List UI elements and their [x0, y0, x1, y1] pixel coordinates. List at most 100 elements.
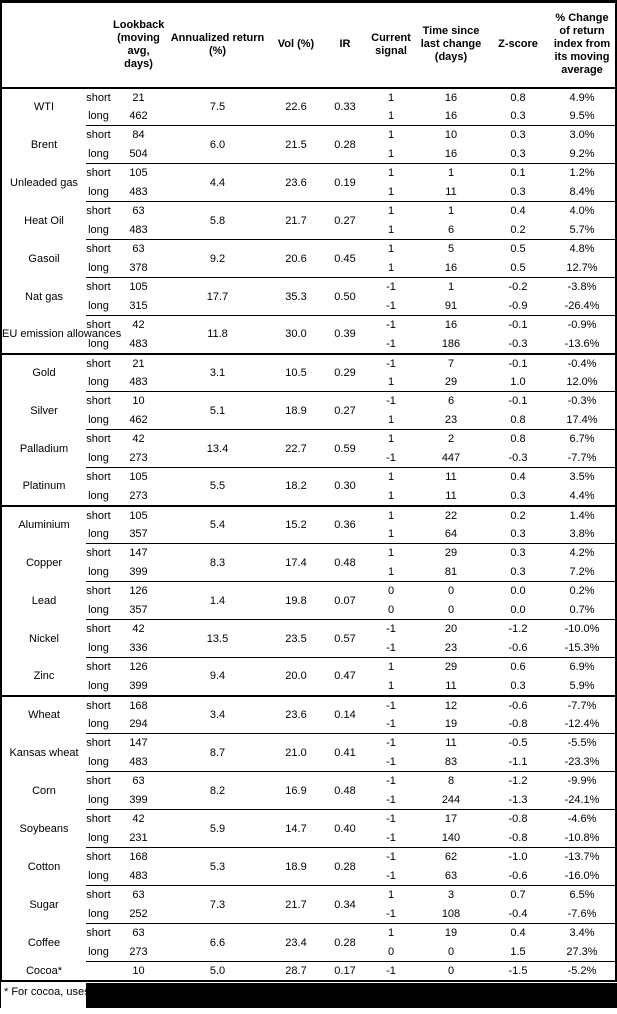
pct-change-value: 3.4%: [549, 923, 616, 943]
pct-change-value: 5.9%: [569, 679, 595, 692]
pct-change-value: 6.9%: [549, 657, 616, 677]
annualized-return-value: 5.4: [166, 504, 269, 544]
column-header-pct_change: % Change of return index from its moving…: [549, 1, 616, 89]
leg-label: long: [88, 527, 109, 540]
leg-label: short: [86, 277, 111, 297]
annualized-return-value: 13.5: [166, 619, 269, 658]
lookback-value: 126: [111, 581, 166, 601]
table-row: Nickel short 42 13.5 23.5 0.57 -1 20 -1.2 -10.0%: [1, 619, 616, 658]
time-since-change-value: 12: [415, 694, 487, 715]
annualized-return-value: 3.1: [166, 352, 269, 392]
signal-value: 1: [367, 504, 415, 525]
leg-label: long: [88, 375, 109, 388]
ir-value: 0.28: [323, 923, 367, 962]
ir-value: 0.30: [323, 467, 367, 506]
pct-change-value: -5.2%: [549, 961, 616, 981]
column-header-current_signal: Current signal: [367, 1, 415, 89]
pct-change-value: -13.7%: [549, 847, 616, 867]
pct-change-value: 4.9%: [569, 91, 595, 104]
leg-label: short: [86, 391, 111, 411]
zscore-value: -1.2: [487, 619, 549, 639]
zscore-value: -0.5: [487, 733, 549, 753]
time-since-change-value: 0: [415, 581, 487, 601]
commodity-name: Unleaded gas: [10, 176, 78, 189]
table-row: long 483 1 6 0.2 5.7%: [1, 221, 616, 240]
table-row: long 483 1 29 1.0 12.0%: [1, 373, 616, 392]
table-row: long 462 1 23 0.8 17.4%: [1, 411, 616, 430]
pct-change-value: -4.6%: [549, 809, 616, 829]
vol-value: 23.5: [269, 619, 323, 658]
leg-label: short: [86, 429, 111, 449]
leg-label: short: [86, 543, 111, 563]
table-row: long 231 -1 140 -0.8 -10.8%: [1, 829, 616, 848]
signal-value: 1: [367, 885, 415, 905]
pct-change-value: -0.3%: [549, 391, 616, 411]
vol-value: 22.7: [269, 429, 323, 468]
vol-value: 18.9: [269, 847, 323, 886]
zscore-value: 0.4: [487, 201, 549, 221]
signal-value: 1: [387, 527, 395, 540]
signal-value: 1: [367, 239, 415, 259]
pct-change-value: -12.4%: [564, 717, 600, 730]
vol-value: 23.6: [269, 694, 323, 734]
lookback-value: 42: [111, 429, 166, 449]
pct-change-value: 3.5%: [549, 467, 616, 487]
zscore-value: 0.4: [487, 467, 549, 487]
time-since-change-value: 7: [415, 352, 487, 373]
leg-label: short: [86, 619, 111, 639]
table-row: Sugar short 63 7.3 21.7 0.34 1 3 0.7 6.5%: [1, 885, 616, 924]
leg-label: long: [88, 793, 109, 806]
table-row: long 357 0 0 0.0 0.7%: [1, 601, 616, 620]
leg-label: short: [86, 239, 111, 259]
signal-value: -1: [386, 831, 396, 844]
lookback-value: 63: [111, 923, 166, 943]
lookback-value: 10: [111, 961, 166, 981]
lookback-value: 21: [111, 352, 166, 373]
pct-change-value: 0.7%: [569, 603, 595, 616]
table-row: long 357 1 64 0.3 3.8%: [1, 525, 616, 544]
column-header-annualized_return: Annualized return (%): [166, 1, 269, 89]
leg-label: long: [88, 565, 109, 578]
lookback-value: 399: [129, 793, 148, 806]
signal-value: -1: [367, 619, 415, 639]
table-row: Zinc short 126 9.4 20.0 0.47 1 29 0.6 6.9%: [1, 657, 616, 696]
commodity-name: Gold: [1, 352, 86, 392]
ir-value: 0.40: [323, 809, 367, 848]
table-header: Lookback (moving avg, days) Annualized re…: [1, 1, 616, 89]
time-since-change-value: 1: [415, 277, 487, 297]
annualized-return-value: 3.4: [166, 694, 269, 734]
zscore-value: -0.8: [487, 809, 549, 829]
time-since-change-value: 3: [415, 885, 487, 905]
leg-label: long: [88, 907, 109, 920]
signal-value: -1: [367, 352, 415, 373]
time-since-change-value: 6: [447, 223, 455, 236]
table-row: long 273 -1 447 -0.3 -7.7%: [1, 449, 616, 468]
column-header-lookback: Lookback (moving avg, days): [111, 1, 166, 89]
annualized-return-value: 6.6: [166, 923, 269, 962]
annualized-return-value: 9.2: [166, 239, 269, 278]
lookback-value: 483: [129, 375, 148, 388]
table-body: WTI short 21 7.5 22.6 0.33 1 16 0.8 4.9% long 462 1 1…: [1, 88, 616, 981]
zscore-value: 0.2: [510, 223, 526, 236]
leg-label: short: [86, 504, 111, 525]
annualized-return-value: 8.2: [166, 771, 269, 810]
time-since-change-value: 62: [415, 847, 487, 867]
signal-value: -1: [386, 337, 396, 350]
table-row: Lead short 126 1.4 19.8 0.07 0 0 0.0 0.2%: [1, 581, 616, 620]
lookback-value: 126: [111, 657, 166, 677]
pct-change-value: 5.7%: [569, 223, 595, 236]
time-since-change-value: 22: [415, 504, 487, 525]
time-since-change-value: 23: [444, 641, 458, 654]
leg-label: short: [86, 809, 111, 829]
ir-value: 0.19: [323, 163, 367, 202]
ir-value: 0.41: [323, 733, 367, 772]
table-row: long 273 0 0 1.5 27.3%: [1, 943, 616, 962]
commodity-name: Platinum: [22, 480, 66, 492]
commodity-name: Sugar: [29, 898, 59, 911]
zscore-value: -1.3: [508, 793, 528, 806]
table-row: long 483 -1 83 -1.1 -23.3%: [1, 753, 616, 772]
table-row: Cotton short 168 5.3 18.9 0.28 -1 62 -1.0 -13.7%: [1, 847, 616, 886]
time-since-change-value: 29: [415, 543, 487, 563]
time-since-change-value: 8: [415, 771, 487, 791]
leg-label: short: [86, 163, 111, 183]
